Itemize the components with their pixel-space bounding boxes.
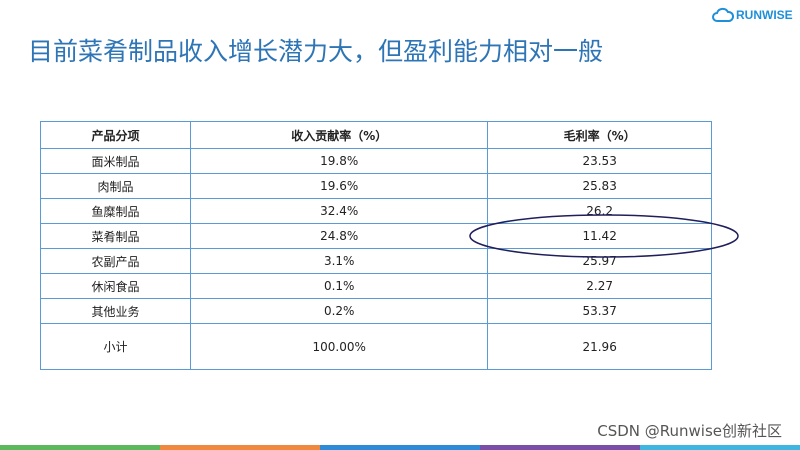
logo-text: RUNWISE bbox=[736, 8, 793, 22]
table-cell: 32.4% bbox=[190, 198, 489, 224]
table-cell: 3.1% bbox=[190, 248, 489, 274]
highlight-ellipse bbox=[469, 214, 739, 258]
table-row: 肉制品 19.6% 25.83 bbox=[39, 173, 712, 199]
table-row: 小计 100.00% 21.96 bbox=[39, 323, 712, 370]
table-row: 菜肴制品 24.8% 11.42 bbox=[39, 223, 712, 249]
watermark: CSDN @Runwise创新社区 bbox=[597, 422, 782, 440]
table-cell: 菜肴制品 bbox=[39, 223, 192, 249]
table-cell: 21.96 bbox=[487, 323, 712, 370]
table-row: 农副产品 3.1% 25.97 bbox=[39, 248, 712, 274]
logo-icon bbox=[712, 7, 734, 22]
logo: RUNWISE bbox=[712, 7, 793, 23]
table-cell: 53.37 bbox=[487, 298, 712, 324]
table-row: 休闲食品 0.1% 2.27 bbox=[39, 273, 712, 299]
table-cell: 农副产品 bbox=[39, 248, 192, 274]
table-cell: 100.00% bbox=[190, 323, 489, 370]
column-header: 毛利率（%） bbox=[487, 121, 712, 149]
data-table: 产品分项 收入贡献率（%） 毛利率（%） 面米制品 19.8% 23.53 肉制品 19.6… bbox=[39, 121, 712, 370]
table-cell: 25.83 bbox=[487, 173, 712, 199]
table-cell: 小计 bbox=[39, 323, 192, 370]
table-cell: 24.8% bbox=[190, 223, 489, 249]
table-cell: 0.1% bbox=[190, 273, 489, 299]
table-cell: 19.6% bbox=[190, 173, 489, 199]
table-cell: 休闲食品 bbox=[39, 273, 192, 299]
color-bar bbox=[0, 445, 800, 450]
table-cell: 肉制品 bbox=[39, 173, 192, 199]
slide-title: 目前菜肴制品收入增长潜力大，但盈利能力相对一般 bbox=[28, 37, 604, 66]
